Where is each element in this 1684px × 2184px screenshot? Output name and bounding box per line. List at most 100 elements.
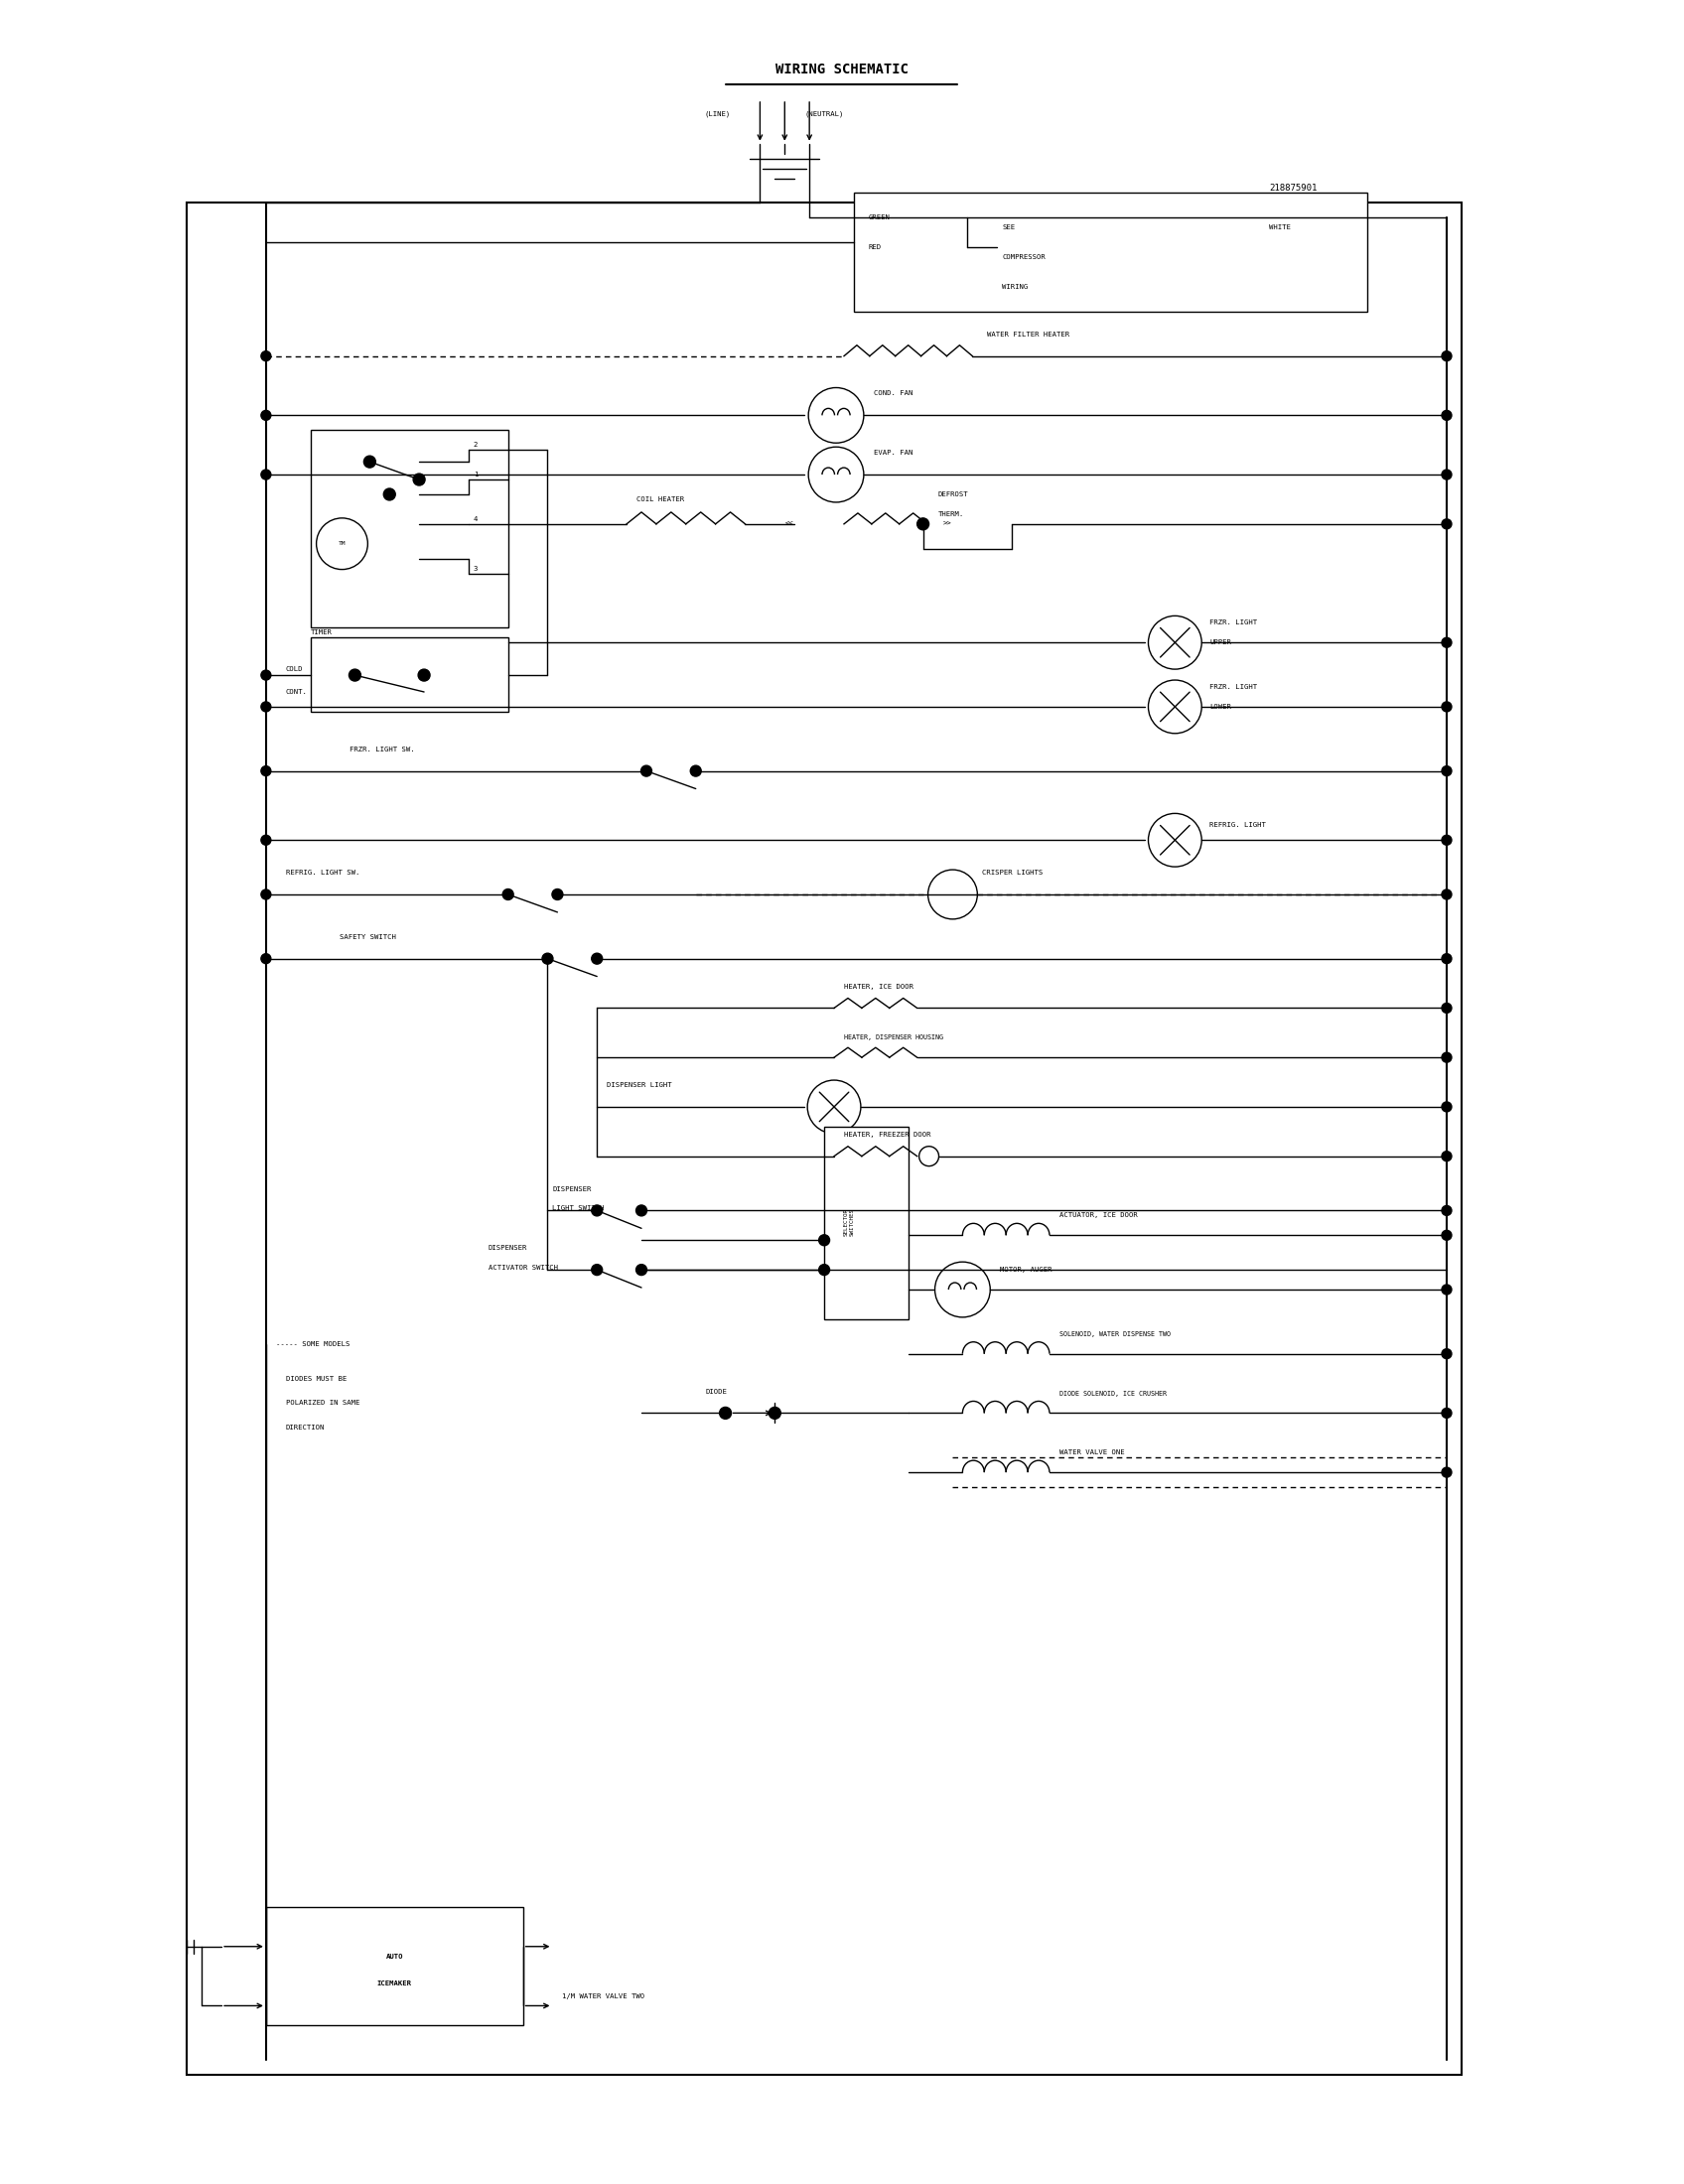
Text: 2: 2 <box>473 441 478 448</box>
Text: HEATER, DISPENSER HOUSING: HEATER, DISPENSER HOUSING <box>844 1035 943 1040</box>
Text: TIMER: TIMER <box>310 629 332 636</box>
Circle shape <box>1442 1103 1452 1112</box>
Circle shape <box>552 889 562 900</box>
Circle shape <box>418 668 429 681</box>
Circle shape <box>1442 1206 1452 1216</box>
Text: DISPENSER: DISPENSER <box>552 1186 591 1192</box>
Circle shape <box>1148 616 1202 668</box>
Text: 4: 4 <box>473 515 478 522</box>
Circle shape <box>261 834 271 845</box>
Circle shape <box>1442 1002 1452 1013</box>
Circle shape <box>261 954 271 963</box>
Circle shape <box>1442 834 1452 845</box>
Text: HEATER, FREEZER DOOR: HEATER, FREEZER DOOR <box>844 1131 931 1138</box>
Text: UPPER: UPPER <box>1209 640 1231 646</box>
Circle shape <box>261 470 271 480</box>
Circle shape <box>1442 1230 1452 1241</box>
Circle shape <box>1442 638 1452 646</box>
Circle shape <box>261 701 271 712</box>
Text: WHITE: WHITE <box>1268 225 1290 232</box>
Circle shape <box>1442 470 1452 480</box>
Bar <box>854 192 1367 312</box>
Text: COND. FAN: COND. FAN <box>874 391 913 397</box>
Text: DIODE: DIODE <box>706 1389 727 1393</box>
Text: RED: RED <box>869 245 882 251</box>
Text: DISPENSER: DISPENSER <box>488 1245 527 1251</box>
Text: POLARIZED IN SAME: POLARIZED IN SAME <box>286 1400 360 1406</box>
Circle shape <box>261 670 271 679</box>
Circle shape <box>808 448 864 502</box>
Text: CONT.: CONT. <box>286 688 308 695</box>
Circle shape <box>642 767 652 775</box>
Text: EVAP. FAN: EVAP. FAN <box>874 450 913 456</box>
Text: (NEUTRAL): (NEUTRAL) <box>805 111 844 118</box>
Bar <box>187 203 1462 2075</box>
Circle shape <box>719 1406 731 1420</box>
Text: 1/M WATER VALVE TWO: 1/M WATER VALVE TWO <box>562 1994 645 1998</box>
Text: DIODES MUST BE: DIODES MUST BE <box>286 1376 347 1382</box>
Circle shape <box>261 767 271 775</box>
Circle shape <box>919 1147 938 1166</box>
Circle shape <box>1442 520 1452 529</box>
Bar <box>310 638 509 712</box>
Circle shape <box>1148 679 1202 734</box>
Text: >>: >> <box>943 522 951 526</box>
Text: FRZR. LIGHT: FRZR. LIGHT <box>1209 684 1258 690</box>
Text: AUTO: AUTO <box>386 1952 402 1959</box>
Text: LIGHT SWITCH: LIGHT SWITCH <box>552 1206 605 1212</box>
Circle shape <box>770 1406 781 1420</box>
Text: ACTUATOR, ICE DOOR: ACTUATOR, ICE DOOR <box>1059 1212 1138 1219</box>
Text: ACTIVATOR SWITCH: ACTIVATOR SWITCH <box>488 1265 557 1271</box>
Text: SOLENOID, WATER DISPENSE TWO: SOLENOID, WATER DISPENSE TWO <box>1059 1330 1170 1337</box>
Text: DIODE SOLENOID, ICE CRUSHER: DIODE SOLENOID, ICE CRUSHER <box>1059 1391 1167 1396</box>
Circle shape <box>1442 1468 1452 1476</box>
Text: ----- SOME MODELS: ----- SOME MODELS <box>276 1341 350 1348</box>
Circle shape <box>1442 954 1452 963</box>
Circle shape <box>591 1265 603 1275</box>
Text: CRISPER LIGHTS: CRISPER LIGHTS <box>982 869 1042 876</box>
Text: WIRING SCHEMATIC: WIRING SCHEMATIC <box>775 63 909 76</box>
Circle shape <box>1442 1053 1452 1061</box>
Circle shape <box>349 668 360 681</box>
Circle shape <box>818 1234 830 1245</box>
Circle shape <box>1442 1350 1452 1358</box>
Text: SELECTOR
SWITCHES: SELECTOR SWITCHES <box>844 1208 854 1236</box>
Text: SEE: SEE <box>1002 225 1015 232</box>
Bar <box>266 1907 522 2025</box>
Text: DISPENSER LIGHT: DISPENSER LIGHT <box>606 1081 672 1088</box>
Circle shape <box>1442 1284 1452 1295</box>
Circle shape <box>1442 701 1452 712</box>
Text: WATER FILTER HEATER: WATER FILTER HEATER <box>987 332 1069 336</box>
Circle shape <box>637 1206 647 1216</box>
Circle shape <box>1442 352 1452 360</box>
Circle shape <box>1442 767 1452 775</box>
Text: DEFROST: DEFROST <box>938 491 968 498</box>
Text: 218875901: 218875901 <box>1268 183 1317 192</box>
Circle shape <box>317 518 367 570</box>
Text: <<: << <box>785 522 793 526</box>
Text: 1: 1 <box>473 472 478 478</box>
Circle shape <box>928 869 977 919</box>
Text: DIRECTION: DIRECTION <box>286 1424 325 1431</box>
Circle shape <box>591 952 603 963</box>
Circle shape <box>591 1206 603 1216</box>
Circle shape <box>502 889 514 900</box>
Text: HEATER, ICE DOOR: HEATER, ICE DOOR <box>844 983 913 989</box>
Circle shape <box>413 474 424 485</box>
Circle shape <box>807 1081 861 1133</box>
Circle shape <box>935 1262 990 1317</box>
Bar <box>823 1127 908 1319</box>
Text: FRZR. LIGHT SW.: FRZR. LIGHT SW. <box>350 747 416 751</box>
Circle shape <box>637 1265 647 1275</box>
Text: REFRIG. LIGHT: REFRIG. LIGHT <box>1209 823 1266 828</box>
Circle shape <box>1442 411 1452 419</box>
Circle shape <box>918 518 930 531</box>
Circle shape <box>542 952 552 963</box>
Text: COLD: COLD <box>286 666 303 673</box>
Text: COMPRESSOR: COMPRESSOR <box>1002 253 1046 260</box>
Text: WIRING: WIRING <box>1002 284 1029 290</box>
Circle shape <box>1148 812 1202 867</box>
Text: (LINE): (LINE) <box>704 111 731 118</box>
Text: GREEN: GREEN <box>869 214 891 221</box>
Text: ICEMAKER: ICEMAKER <box>377 1981 413 1985</box>
